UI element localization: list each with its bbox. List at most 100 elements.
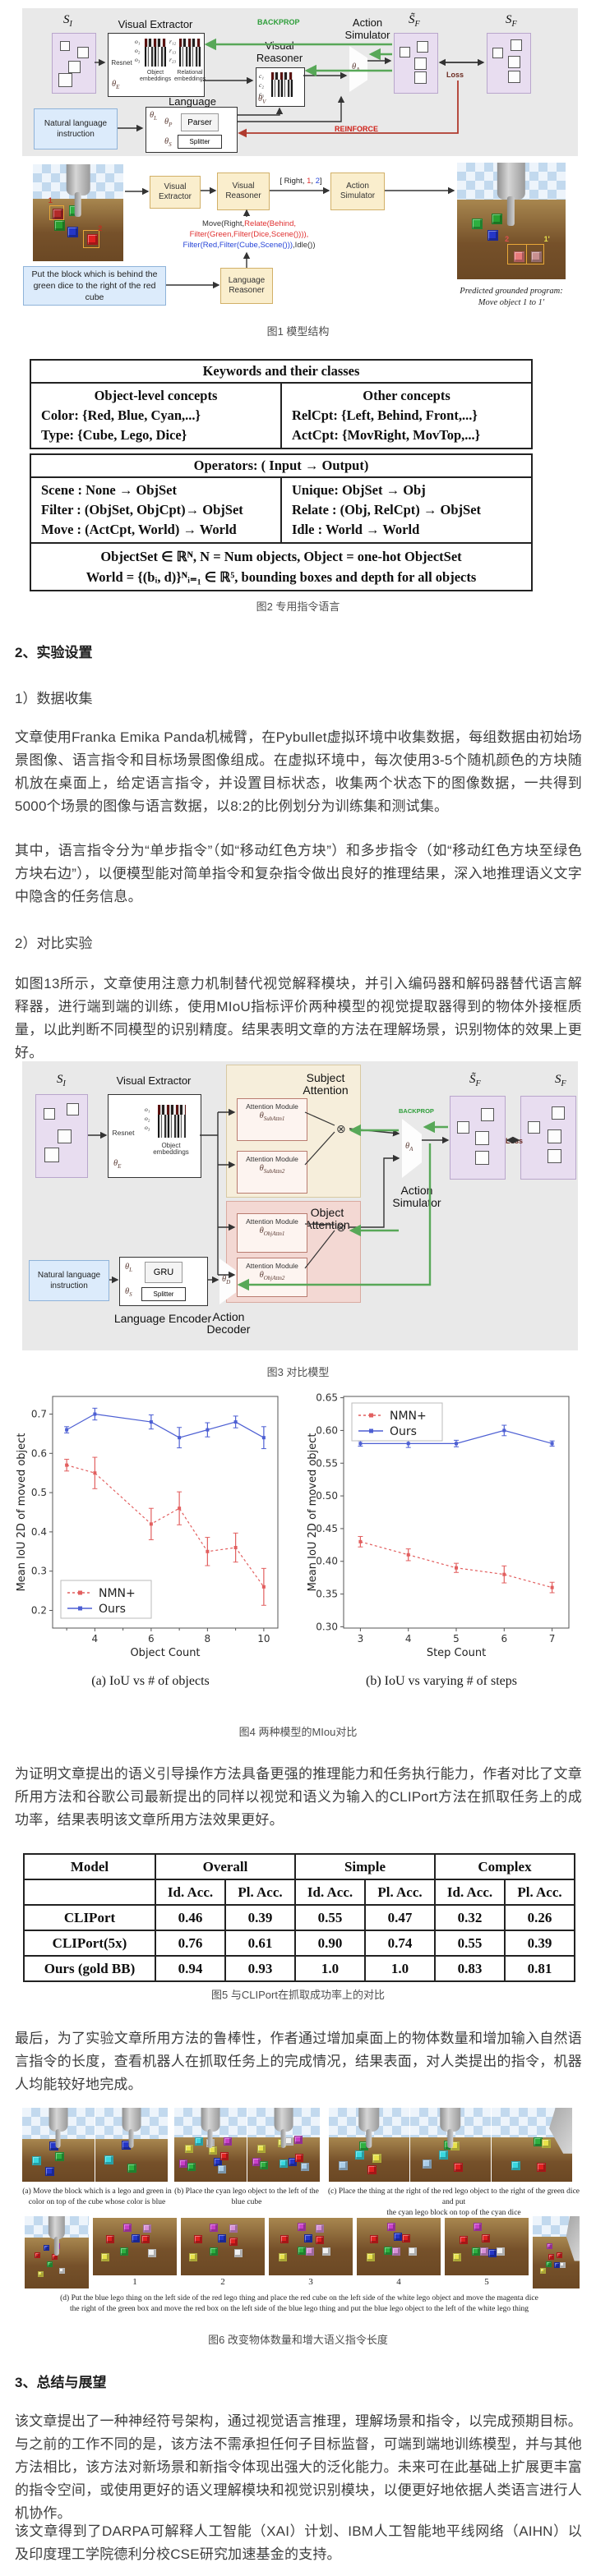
theta-s-label: θS bbox=[164, 137, 172, 149]
theta-v-label: θV bbox=[258, 94, 266, 106]
step-number-3: 3 bbox=[308, 2277, 313, 2287]
predicted-final-state-box bbox=[450, 1096, 506, 1180]
header-complex: Complex bbox=[434, 1853, 575, 1880]
iou-vs-objects-chart: 0.2 0.3 0.4 0.5 0.6 0.7 4 6 8 10 Object Count Mean … bbox=[16, 1396, 279, 1659]
predicted-program-caption: Predicted grounded program: Move object … bbox=[460, 287, 563, 307]
si-label: SI bbox=[57, 1073, 66, 1088]
caption-d: (d) Put the blue lego thing on the left … bbox=[60, 2294, 538, 2313]
initial-state-box bbox=[52, 33, 96, 94]
subheader-id-acc: Id. Acc. bbox=[434, 1879, 506, 1906]
svg-text:10: 10 bbox=[257, 1633, 270, 1644]
concept-embeddings-image bbox=[271, 72, 293, 97]
result-scene-image: 2 1' bbox=[457, 163, 566, 279]
object-embeddings-image bbox=[158, 1105, 186, 1138]
visual-extractor-step: Visual Extractor bbox=[150, 176, 201, 209]
object-attention-module-1: Attention Module θObjAttn1 bbox=[237, 1213, 307, 1253]
figure3-comparison-diagram: SI Visual Extractor Resnet o₁ o₂ o₃ Object… bbox=[22, 1061, 578, 1350]
final-state-label: SF bbox=[555, 1073, 566, 1088]
splitter-box: Splitter bbox=[178, 135, 222, 149]
figure5-caption: 图5 与CLIPort在抓取成功率上的对比 bbox=[211, 1989, 385, 2001]
caption-a: (a) Move the block which is a lego and g… bbox=[22, 2187, 172, 2206]
section2-heading: 2、实验设置 bbox=[15, 645, 93, 660]
language-encoder-box: θL GRU θS Splitter bbox=[119, 1257, 208, 1306]
svg-text:Mean IoU 2D of moved object: Mean IoU 2D of moved object bbox=[16, 1433, 28, 1592]
step-number-2: 2 bbox=[220, 2277, 225, 2287]
svg-text:NMN+: NMN+ bbox=[99, 1587, 136, 1600]
scene-thumbnail-step2 bbox=[181, 2218, 265, 2275]
keywords-table: Keywords and their classes Object-level … bbox=[30, 359, 533, 449]
figure1-architecture-diagram: SI Visual Extractor Resnet o₁ o₂ o₃ Object… bbox=[22, 8, 578, 156]
relation-row-labels: r₁₂ r₁₃ r₂₃ bbox=[169, 38, 177, 63]
object-row-labels: o₁ o₂ o₃ bbox=[145, 1106, 150, 1131]
predicted-final-state-label: S̃F bbox=[469, 1073, 481, 1088]
cliport-comparison-table: Model Overall Simple Complex Id. Acc. Pl… bbox=[23, 1853, 575, 1982]
operators-footnote: ObjectSet ∈ ℝᴺ, N = Num objects, Object … bbox=[31, 542, 531, 590]
scene-thumbnail-c3 bbox=[492, 2108, 572, 2182]
relational-embeddings-caption: Relational bbox=[177, 70, 203, 76]
theta-l-label: θL bbox=[125, 1263, 133, 1274]
svg-text:4: 4 bbox=[92, 1633, 99, 1644]
svg-text:Step Count: Step Count bbox=[427, 1647, 486, 1659]
scene-thumbnail-c2 bbox=[410, 2108, 491, 2182]
subheader-pl-acc: Pl. Acc. bbox=[224, 1879, 296, 1906]
object-attention-box: Object Attention Attention Module θObjAtt… bbox=[226, 1201, 361, 1303]
action-simulator-label: Action Simulator bbox=[392, 1184, 441, 1209]
svg-text:0.3: 0.3 bbox=[31, 1566, 47, 1577]
svg-text:0.60: 0.60 bbox=[316, 1424, 338, 1436]
svg-text:0.7: 0.7 bbox=[31, 1409, 47, 1420]
empty-cell bbox=[23, 1879, 156, 1906]
theta-a-label: θA bbox=[352, 62, 360, 74]
resnet-label: Resnet bbox=[112, 1129, 135, 1137]
scene-thumbnail-step4 bbox=[357, 2218, 441, 2275]
theta-d-label: θD bbox=[222, 1275, 231, 1286]
language-encoder-label: Language Encoder bbox=[113, 1312, 212, 1325]
si-label: SI bbox=[63, 13, 72, 29]
object-row-labels: o₁ o₂ o₃ bbox=[135, 38, 141, 63]
scene-thumbnail-d-start bbox=[25, 2216, 89, 2288]
object-embeddings-image bbox=[145, 39, 166, 67]
subject-attention-label: Subject Attention bbox=[303, 1071, 349, 1097]
language-reasoner-step: Language Reasoner bbox=[220, 268, 273, 304]
svg-text:0.5: 0.5 bbox=[31, 1487, 47, 1498]
backprop-label: BACKPROP bbox=[257, 18, 300, 26]
theta-s-label: θS bbox=[125, 1287, 132, 1299]
svg-text:6: 6 bbox=[501, 1633, 507, 1644]
theta-e-label: θE bbox=[112, 80, 120, 91]
svg-text:8: 8 bbox=[205, 1633, 211, 1644]
object-embeddings-caption: Object bbox=[146, 70, 164, 76]
subheader-pl-acc: Pl. Acc. bbox=[504, 1879, 575, 1906]
loss-label: Loss bbox=[446, 71, 464, 79]
predicted-final-state-label: S̃F bbox=[409, 13, 420, 29]
scene-thumbnail-a2 bbox=[95, 2108, 168, 2182]
scene-thumbnail-step5 bbox=[445, 2218, 529, 2275]
svg-text:Mean IoU 2D of moved object: Mean IoU 2D of moved object bbox=[307, 1433, 319, 1592]
svg-text:7: 7 bbox=[549, 1633, 556, 1644]
section3-heading: 3、总结与展望 bbox=[15, 2375, 107, 2390]
header-simple: Simple bbox=[294, 1853, 436, 1880]
subject-multiply-icon: ⊗ bbox=[336, 1122, 346, 1135]
theta-e-label: θE bbox=[113, 1159, 122, 1171]
svg-text:Ours: Ours bbox=[390, 1425, 417, 1438]
scene-thumbnail-c1 bbox=[329, 2108, 409, 2182]
backprop-label: BACKPROP bbox=[399, 1107, 434, 1115]
caption-b: (b) Place the cyan lego object to the le… bbox=[174, 2187, 319, 2206]
natural-language-instruction-box: Natural language instruction bbox=[34, 108, 118, 150]
visual-extractor-label: Visual Extractor bbox=[118, 18, 193, 30]
table-row: CLIPort(5x) 0.76 0.61 0.90 0.74 0.55 0.39 bbox=[23, 1930, 575, 1957]
splitter-box: Splitter bbox=[141, 1287, 186, 1301]
svg-text:0.2: 0.2 bbox=[31, 1604, 47, 1616]
paragraph-conclusion: 该文章提出了一种神经符号架构，通过视觉语言推理，理解场景和指令，以完成预期目标。… bbox=[15, 2413, 582, 2521]
initial-state-box bbox=[35, 1094, 88, 1178]
step-number-4: 4 bbox=[396, 2277, 401, 2287]
svg-text:Ours: Ours bbox=[99, 1603, 126, 1616]
subheader-pl-acc: Pl. Acc. bbox=[364, 1879, 436, 1906]
other-concepts: Other concepts RelCpt: {Left, Behind, Fr… bbox=[292, 388, 481, 443]
svg-text:0.65: 0.65 bbox=[316, 1392, 338, 1404]
svg-text:0.30: 0.30 bbox=[316, 1621, 338, 1632]
subsection-data-collection: 1）数据收集 bbox=[15, 691, 93, 706]
action-simulator-label: Action Simulator bbox=[344, 16, 390, 41]
resnet-label: Resnet bbox=[111, 59, 132, 67]
paragraph-data-collection: 文章使用Franka Emika Panda机械臂，在Pybullet虚拟环境中… bbox=[15, 729, 582, 814]
svg-text:4: 4 bbox=[405, 1633, 412, 1644]
svg-text:0.4: 0.4 bbox=[31, 1526, 47, 1538]
